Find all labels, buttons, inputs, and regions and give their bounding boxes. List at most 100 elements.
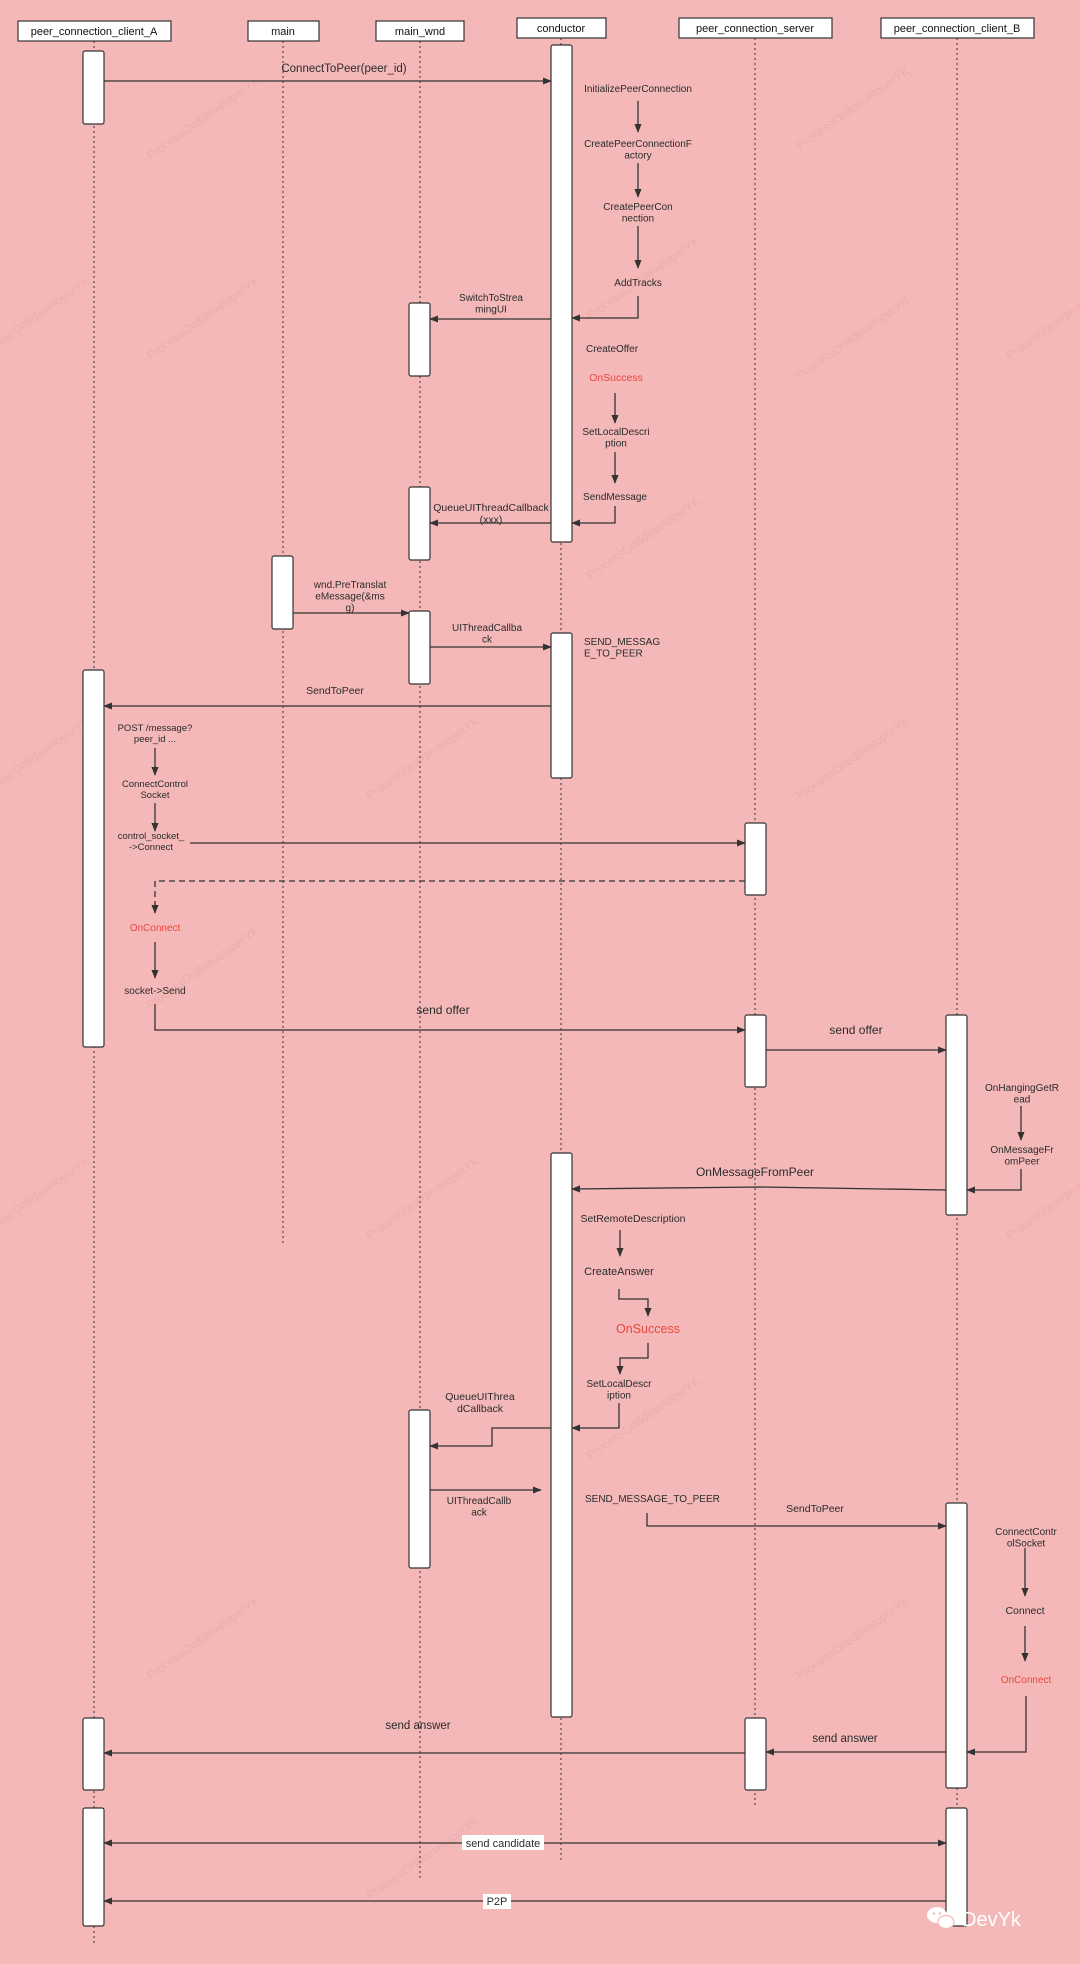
step-arrows [151, 101, 1029, 1756]
message-label-send-answer: send answer [385, 1720, 450, 1732]
watermark: ProcessOn8developerYK [794, 294, 912, 383]
step-label-highlight: OnSuccess [589, 372, 643, 384]
message-arrows [103, 77, 947, 1905]
watermark-layer: ProcessOn8developerYK ProcessOn8develope… [0, 64, 1080, 1903]
step-label: SetRemoteDescription [580, 1213, 685, 1225]
participant-main: main [271, 26, 295, 38]
activation-main [271, 555, 294, 630]
message-label-on-message-from-peer: OnMessageFromPeer [696, 1165, 814, 1179]
watermark: ProcessOn8developerYK [144, 74, 262, 163]
activation-server [744, 1014, 767, 1088]
step-label: SendMessage [583, 492, 647, 503]
step-label-highlight: OnConnect [1001, 1675, 1052, 1686]
step-labels: InitializePeerConnection CreatePeerConne… [118, 84, 1059, 1686]
message-label-send-to-peer: SendToPeer [786, 1503, 844, 1515]
message-label-send-offer: send offer [829, 1023, 882, 1037]
brand-name: DevYk [962, 1909, 1022, 1931]
activation-main-wnd [408, 302, 431, 377]
activation-bars [82, 44, 968, 1927]
step-label: CreateAnswer [584, 1266, 654, 1278]
participant-client-a: peer_connection_client_A [31, 26, 158, 38]
step-label: SEND_MESSAGE_TO_PEER [585, 1494, 720, 1505]
activation-conductor [550, 632, 573, 779]
participant-client-b: peer_connection_client_B [894, 23, 1021, 35]
step-arrow [616, 1343, 649, 1375]
message-label-queue-ui-thread-callback: QueueUIThreadCallback (xxx) [433, 502, 549, 526]
brand: DevYk [927, 1907, 1022, 1931]
step-label: AddTracks [614, 278, 661, 289]
step-arrow [571, 296, 639, 322]
watermark: ProcessOn8developerYK [364, 714, 482, 803]
step-label: InitializePeerConnection [584, 84, 692, 95]
activation-client-a [82, 50, 105, 125]
message-labels: ConnectToPeer(peer_id) SwitchToStrea ming… [281, 63, 883, 1909]
arrow-queue-ui-thread-callback-2 [429, 1427, 551, 1450]
activation-client-a [82, 1807, 105, 1927]
watermark: ProcessOn8developerYK [794, 1594, 912, 1683]
activation-client-a [82, 1717, 105, 1791]
message-label-p2p: P2P [487, 1896, 508, 1908]
watermark: ProcessOn8developerYK [364, 1814, 482, 1903]
activation-client-b [945, 1807, 968, 1927]
watermark: ProcessOn8developerYK [364, 1154, 482, 1243]
activation-client-b [945, 1014, 968, 1216]
message-label-send-offer: send offer [416, 1003, 469, 1017]
watermark: ProcessOn8developerYK [1004, 274, 1080, 363]
step-label: CreatePeerCon nection [603, 202, 672, 225]
step-arrow [966, 1696, 1027, 1756]
watermark: ProcessOn8developerYK [144, 924, 262, 1013]
step-label: CreateOffer [586, 344, 639, 355]
watermark: ProcessOn8developerYK [144, 274, 262, 363]
message-label-send-answer: send answer [812, 1733, 877, 1745]
message-label-queue-ui-thread-callback: QueueUIThrea dCallback [445, 1391, 515, 1415]
participant-main-wnd: main_wnd [395, 26, 445, 38]
arrow-on-message-from-peer [571, 1185, 947, 1193]
step-arrow [966, 1169, 1022, 1194]
activation-conductor [550, 44, 573, 543]
step-label: OnMessageFr omPeer [990, 1145, 1054, 1168]
message-label-pre-translate-message: wnd.PreTranslat eMessage(&ms g) [313, 580, 387, 614]
participant-conductor: conductor [537, 23, 586, 35]
watermark: ProcessOn8developerYK [794, 64, 912, 153]
step-label: socket->Send [124, 986, 185, 997]
activation-main-wnd [408, 610, 431, 685]
step-label: Connect [1005, 1605, 1044, 1617]
message-label-send-to-peer: SendToPeer [306, 685, 364, 697]
participant-headers: peer_connection_client_A main main_wnd c… [17, 17, 1035, 42]
watermark: ProcessOn8developerYK [0, 714, 92, 803]
arrow-send-offer-1 [154, 1004, 746, 1034]
watermark: ProcessOn8developerYK [584, 494, 702, 583]
activation-server [744, 1717, 767, 1791]
step-arrow [571, 506, 616, 527]
label-background [462, 1835, 544, 1850]
activation-main-wnd [408, 1409, 431, 1569]
message-label-send-candidate: send candidate [466, 1838, 541, 1850]
message-label-connect-to-peer: ConnectToPeer(peer_id) [281, 63, 406, 75]
step-label: POST /message? peer_id ... [118, 723, 193, 745]
step-label: control_socket_ ->Connect [118, 831, 185, 853]
arrow-dashed-return [151, 880, 745, 914]
wechat-icon [927, 1907, 955, 1930]
step-label-highlight: OnConnect [130, 923, 181, 934]
step-label-highlight: OnSuccess [616, 1322, 680, 1336]
watermark: ProcessOn8developerYK [144, 1594, 262, 1683]
activation-server [744, 822, 767, 896]
participant-server: peer_connection_server [696, 23, 814, 35]
step-label: CreatePeerConnectionF actory [584, 139, 692, 162]
step-arrow [571, 1403, 620, 1432]
watermark: ProcessOn8developerYK [794, 714, 912, 803]
activation-client-b [945, 1502, 968, 1789]
label-background [483, 1894, 511, 1909]
message-label-switch-to-streaming-ui: SwitchToStrea mingUI [459, 293, 523, 316]
arrow-send-to-peer-2 [646, 1513, 947, 1530]
activation-main-wnd [408, 486, 431, 561]
activation-client-a [82, 669, 105, 1048]
watermark: ProcessOn8developerYK [0, 274, 92, 363]
